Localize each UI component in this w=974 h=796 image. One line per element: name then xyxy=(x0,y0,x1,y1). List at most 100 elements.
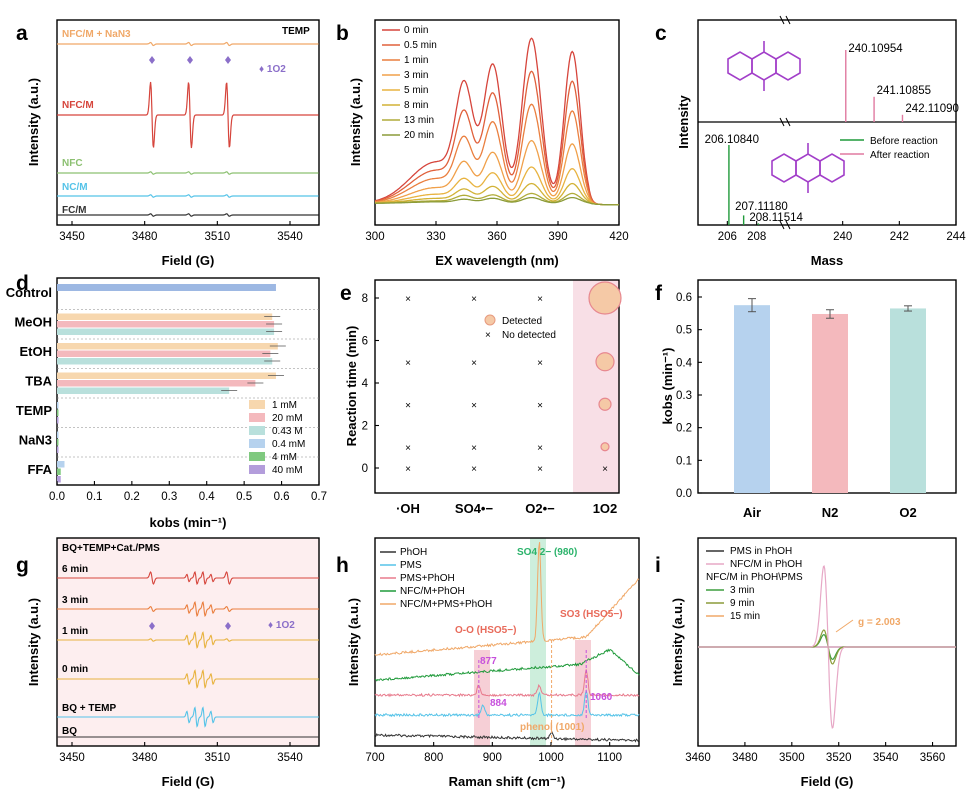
panel-a-trace-4 xyxy=(57,194,319,198)
panel-i-gvalue: g = 2.003 xyxy=(858,617,901,628)
panel-e-x-marker: × xyxy=(537,294,543,305)
panel-b-series-line xyxy=(374,70,619,206)
panel-letter-b: b xyxy=(336,22,349,45)
panel-i-legend-label: 9 min xyxy=(730,598,754,609)
panel-e-category-label: ·OH xyxy=(396,501,420,516)
panel-e-x-marker: × xyxy=(471,443,477,454)
panel-e-category-label: SO4•− xyxy=(455,501,494,516)
panel-c-legend-after: After reaction xyxy=(870,150,929,161)
panel-g-xtick-label: 3510 xyxy=(205,752,231,764)
panel-g-xtick-label: 3540 xyxy=(277,752,303,764)
panel-e-legend-x-swatch: × xyxy=(485,330,491,341)
panel-h-ticks: 700 800 900 1000 1100 xyxy=(365,742,622,764)
panel-letter-e: e xyxy=(340,282,352,305)
panel-b-ticks: 300 330 360 390 420 xyxy=(365,221,629,243)
panel-h-spectrum xyxy=(374,730,640,743)
panel-i-legend-label: NFC/M in PhOH xyxy=(730,559,802,570)
panel-h-ann-884: 884 xyxy=(490,698,507,709)
panel-a-trace-1 xyxy=(57,41,319,47)
panel-g-trace xyxy=(57,669,319,689)
panel-c-label-before-1: 206.10840 xyxy=(705,134,759,146)
panel-h-ann-so4: SO4 2− (980) xyxy=(517,547,577,558)
panel-g-label-2: 6 min xyxy=(62,564,88,575)
panel-h-frame xyxy=(374,537,640,747)
panel-b-legend-label: 13 min xyxy=(404,115,434,126)
panel-d-bar xyxy=(57,409,59,416)
panel-h-legend-label: PMS xyxy=(400,560,422,571)
panel-g-traces xyxy=(57,571,319,738)
panel-b-series-line xyxy=(374,103,619,206)
panel-c-label-after-2: 241.10855 xyxy=(877,85,931,97)
panel-f-ytick-label: 0.3 xyxy=(676,390,692,402)
panel-g-xtick-label: 3480 xyxy=(132,752,158,764)
panel-e-frame xyxy=(374,279,620,494)
panel-i-xtick-label: 3480 xyxy=(732,752,758,764)
panel-e-x-marker: × xyxy=(537,464,543,475)
panel-e-detected-circle xyxy=(595,352,615,372)
panel-e-ytick-label: 4 xyxy=(362,378,369,390)
panel-g-trace xyxy=(57,706,319,728)
panel-f-ytick-label: 0.4 xyxy=(676,357,693,369)
panel-d-bar-control xyxy=(57,284,276,291)
panel-letter-f: f xyxy=(655,282,663,305)
panel-letter-d: d xyxy=(16,272,29,295)
panel-d-legend-label: 20 mM xyxy=(272,413,303,424)
panel-c-label-before-3: 208.11514 xyxy=(749,212,803,224)
panel-e-points: × × × × × × × × × × × × × × × × xyxy=(405,281,622,475)
panel-d-group-label: TEMP xyxy=(16,403,52,418)
panel-e-x-marker: × xyxy=(537,443,543,454)
panel-i-legend: PMS in PhOH NFC/M in PhOH NFC/M in PhOH\PM… xyxy=(706,546,803,622)
panel-b-legend-label: 20 min xyxy=(404,130,434,141)
panel-h-xtick-label: 700 xyxy=(365,752,384,764)
axis-break-icon xyxy=(779,220,791,230)
panel-d-xlabel: kobs (min⁻¹) xyxy=(150,515,227,530)
panel-f-bar xyxy=(890,308,926,493)
panel-e-x-marker: × xyxy=(405,400,411,411)
panel-g-trace xyxy=(57,600,319,618)
panel-a-trace-label-2: NFC/M xyxy=(62,100,94,111)
panel-d-group-label: MeOH xyxy=(14,315,52,330)
panel-g-xtick-label: 3450 xyxy=(59,752,85,764)
panel-h-ann-so3: SO3 (HSO5−) xyxy=(560,609,623,620)
panel-h-ann-oo: O-O (HSO5−) xyxy=(455,625,516,636)
panel-a-ylabel: Intensity (a.u.) xyxy=(26,78,41,166)
panel-h-lines xyxy=(374,542,640,746)
panel-e-detected-circle xyxy=(600,442,610,452)
panel-b-legend: 0 min 0.5 min 1 min 3 min 5 min 8 min 13 min 20… xyxy=(382,25,437,141)
panel-g-diamond-icon xyxy=(149,622,155,630)
panel-g-label-1: BQ+TEMP+Cat./PMS xyxy=(62,543,160,554)
panel-a-diamond-icon xyxy=(187,56,193,64)
panel-d-xtick-label: 0.6 xyxy=(274,491,290,503)
panel-d-ticks: 0.0 0.1 0.2 0.3 0.4 0.5 0.6 0.7 xyxy=(49,481,327,503)
panel-d-legend: 1 mM 20 mM 0.43 M 0.4 mM 4 mM 40 mM xyxy=(249,400,305,476)
panel-e-x-marker: × xyxy=(405,294,411,305)
panel-h-xtick-label: 1100 xyxy=(597,752,622,764)
panel-d-bar xyxy=(57,468,61,475)
panel-c-legend-before: Before reaction xyxy=(870,136,938,147)
panel-c-ylabel: Intensity xyxy=(676,95,691,149)
panel-c-ticks: 206 208 240 242 244 xyxy=(718,221,966,243)
panel-e-x-marker: × xyxy=(405,443,411,454)
panel-e-ylabel: Reaction time (min) xyxy=(344,326,359,447)
panel-h-legend: PhOH PMS PMS+PhOH NFC/M+PhOH NFC/M+PMS+PhOH xyxy=(380,547,492,610)
panel-g-label-5: 0 min xyxy=(62,664,88,675)
panel-e-ytick-label: 8 xyxy=(362,293,368,305)
panel-h-band-880 xyxy=(474,650,490,746)
panel-a-xtick-label: 3450 xyxy=(59,231,85,243)
panel-d-legend-swatch xyxy=(249,413,265,422)
panel-e-legend-nodetected: No detected xyxy=(502,330,556,341)
panel-i-legend-label: NFC/M in PhOH\PMS xyxy=(706,572,803,583)
panel-f-category-label: O2 xyxy=(899,505,916,520)
panel-d-bar xyxy=(57,431,59,438)
panel-d-legend-swatch xyxy=(249,426,265,435)
panel-h-ylabel: Intensity (a.u.) xyxy=(346,598,361,686)
panel-f-ytick-label: 0.6 xyxy=(676,292,692,304)
panel-c-xtick-label: 242 xyxy=(890,231,909,243)
panel-c-xtick-label: 240 xyxy=(833,231,852,243)
panel-d-bar xyxy=(57,313,273,320)
panel-c-xtick-label: 208 xyxy=(747,231,766,243)
panel-b-series-line xyxy=(375,192,619,206)
molecule-before-icon xyxy=(771,143,845,193)
panel-i-lines xyxy=(698,565,956,729)
